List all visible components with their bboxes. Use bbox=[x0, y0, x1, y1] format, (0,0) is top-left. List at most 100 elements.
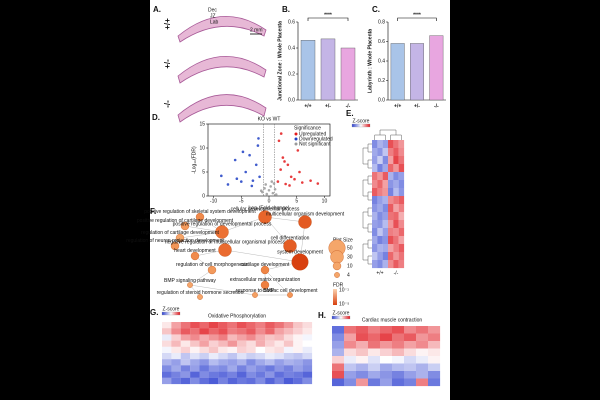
heatmap-cell bbox=[377, 244, 383, 253]
heatmap-cell bbox=[388, 228, 394, 237]
heatmap-cell bbox=[344, 341, 357, 349]
heatmap-cell bbox=[274, 353, 284, 360]
heatmap-cell bbox=[246, 346, 256, 354]
point bbox=[263, 187, 266, 190]
x-tick-label: +/- bbox=[325, 103, 331, 109]
network-edge bbox=[224, 249, 301, 263]
heatmap-cell bbox=[293, 328, 303, 335]
heatmap-cell bbox=[283, 359, 294, 366]
heatmap-cell bbox=[393, 244, 399, 253]
y-axis-label: Labyrinth : Whole Placenta bbox=[367, 29, 373, 93]
point bbox=[267, 188, 271, 192]
heatmap-cell bbox=[265, 359, 275, 366]
heatmap-cell bbox=[246, 340, 256, 347]
color-scale bbox=[331, 315, 351, 320]
genotype-label: -/- bbox=[163, 100, 172, 108]
point bbox=[270, 180, 274, 183]
heatmap-cell bbox=[392, 341, 405, 349]
heatmap-cell bbox=[265, 340, 275, 347]
size-legend-label: 50 bbox=[347, 245, 353, 251]
heatmap-cell bbox=[344, 356, 357, 364]
heatmap-cell bbox=[208, 334, 219, 341]
network-node bbox=[215, 225, 229, 239]
heatmap-cell bbox=[398, 140, 405, 149]
heatmap-cell bbox=[377, 180, 383, 189]
heatmap-cell bbox=[180, 322, 191, 329]
network-node bbox=[218, 243, 232, 257]
node-label: regulation of neuron projection developm… bbox=[126, 238, 224, 244]
heatmap-cell bbox=[190, 346, 200, 354]
heatmap-cell bbox=[382, 244, 389, 253]
heatmap-cell bbox=[274, 377, 284, 385]
heatmap-cell bbox=[372, 244, 378, 253]
node-label: regulation of steroid hormone secretion bbox=[157, 290, 244, 296]
heatmap-cell bbox=[382, 220, 389, 229]
network-node bbox=[260, 265, 270, 275]
heatmap-cell bbox=[190, 322, 200, 329]
heatmap-cell bbox=[237, 371, 247, 378]
size-legend-label: 4 bbox=[347, 272, 350, 278]
point bbox=[296, 149, 300, 152]
heatmap-cell bbox=[293, 377, 303, 385]
heatmap-cell bbox=[380, 363, 393, 372]
heatmap-cell bbox=[293, 353, 303, 360]
point bbox=[265, 192, 269, 196]
point bbox=[300, 181, 304, 184]
heatmap-cell bbox=[208, 328, 219, 335]
size-legend-circle bbox=[330, 250, 344, 264]
heatmap-cell bbox=[382, 204, 389, 213]
heatmap-cell bbox=[428, 326, 441, 334]
point bbox=[254, 163, 258, 167]
x-axis-label: Log₂(Fold change) bbox=[248, 205, 289, 211]
point bbox=[241, 150, 245, 154]
heatmap-cell bbox=[372, 196, 378, 205]
heatmap-cell bbox=[302, 353, 313, 360]
heatmap-cell bbox=[180, 346, 191, 354]
heatmap-cell bbox=[332, 326, 345, 334]
heatmap-cell bbox=[293, 340, 303, 347]
heatmap-cell bbox=[372, 148, 378, 157]
fdr-scale bbox=[333, 289, 337, 305]
heatmap-cell bbox=[428, 356, 441, 364]
heatmap-cell bbox=[190, 371, 200, 378]
heatmap-cell bbox=[255, 365, 266, 372]
node-label: BMP signaling pathway bbox=[164, 278, 216, 284]
heatmap-cell bbox=[372, 252, 378, 261]
network-node bbox=[283, 239, 297, 253]
heatmap-cell bbox=[246, 365, 256, 372]
heatmap-cell bbox=[428, 348, 441, 357]
network-node bbox=[195, 212, 205, 222]
heatmap-cell bbox=[246, 353, 256, 360]
heatmap-cell bbox=[398, 148, 405, 157]
heatmap-cell bbox=[393, 140, 399, 149]
heatmap-cell bbox=[180, 353, 191, 360]
heatmap-cell bbox=[274, 322, 284, 329]
y-tick-label: 5 bbox=[202, 169, 205, 175]
heatmap-cell bbox=[180, 377, 191, 385]
bar bbox=[410, 43, 424, 101]
heatmap-cell bbox=[380, 371, 393, 379]
legend-swatch bbox=[294, 142, 298, 146]
network-node bbox=[298, 215, 312, 229]
heatmap-cell bbox=[293, 359, 303, 366]
point bbox=[220, 174, 223, 178]
heatmap-cell bbox=[398, 212, 405, 221]
heatmap-cell bbox=[382, 212, 389, 221]
heatmap-cell bbox=[274, 340, 284, 347]
heatmap-cell bbox=[380, 378, 393, 387]
y-tick-label: 0.0 bbox=[288, 97, 295, 103]
zone-label: Lab bbox=[210, 19, 219, 25]
heatmap-cell bbox=[265, 334, 275, 341]
y-tick-label: 0.4 bbox=[378, 58, 385, 64]
heatmap-cell bbox=[190, 359, 200, 366]
heatmap-cell bbox=[388, 260, 394, 269]
heatmap-cell bbox=[283, 371, 294, 378]
heatmap-cell bbox=[398, 164, 405, 173]
heatmap-cell bbox=[332, 333, 345, 342]
heatmap-cell bbox=[208, 346, 219, 354]
heatmap-cell bbox=[368, 371, 381, 379]
heatmap-cell bbox=[208, 365, 219, 372]
heatmap-cell bbox=[398, 156, 405, 165]
heatmap-cell bbox=[372, 212, 378, 221]
